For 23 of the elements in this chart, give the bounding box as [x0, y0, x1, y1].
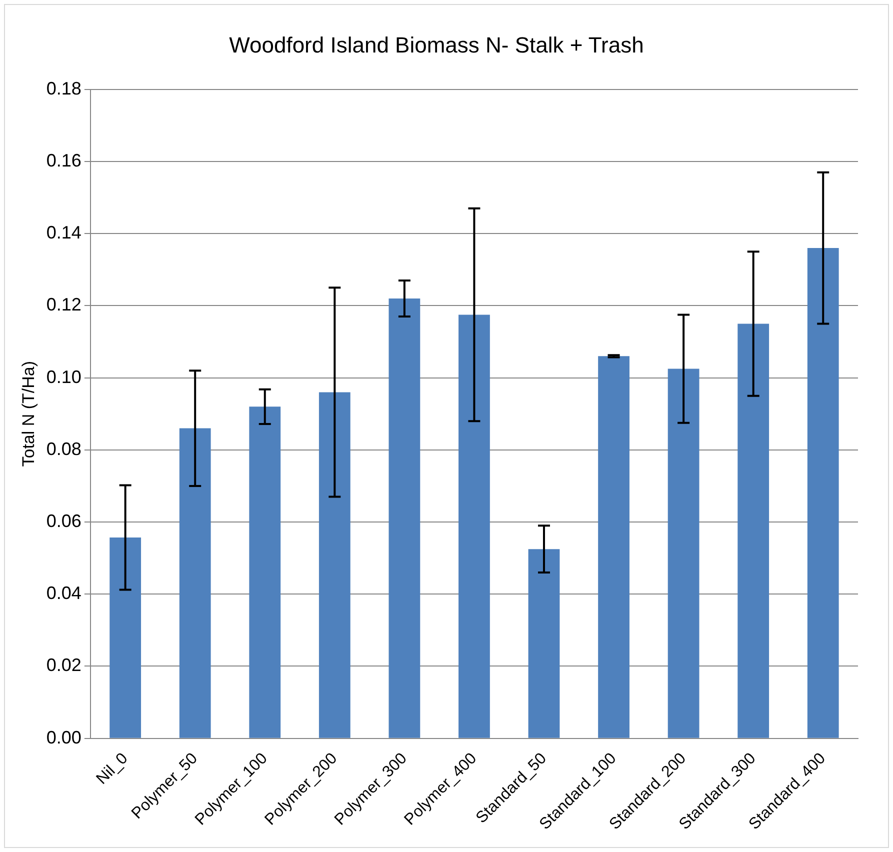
bar	[388, 298, 420, 738]
y-axis-title: Total N (T/Ha)	[18, 360, 38, 467]
y-tick-label: 0.08	[46, 438, 82, 459]
y-tick-label: 0.04	[46, 583, 82, 604]
y-tick-label: 0.02	[46, 655, 82, 676]
y-tick-label: 0.06	[46, 510, 82, 531]
y-tick-label: 0.14	[46, 222, 82, 243]
bar	[110, 538, 142, 738]
bar	[179, 428, 211, 738]
bar	[458, 314, 490, 738]
bar	[807, 248, 839, 738]
y-tick-label: 0.18	[46, 78, 82, 98]
bar	[318, 392, 350, 738]
y-tick-label: 0.12	[46, 294, 82, 315]
y-tick-label: 0.00	[46, 727, 82, 748]
bar	[528, 549, 560, 738]
y-tick-label: 0.16	[46, 150, 82, 170]
bar	[668, 368, 700, 738]
bar	[249, 406, 281, 738]
chart-title: Woodford Island Biomass N- Stalk + Trash	[229, 32, 644, 58]
y-tick-label: 0.10	[46, 366, 82, 387]
bar	[738, 324, 770, 738]
bar	[598, 356, 630, 738]
